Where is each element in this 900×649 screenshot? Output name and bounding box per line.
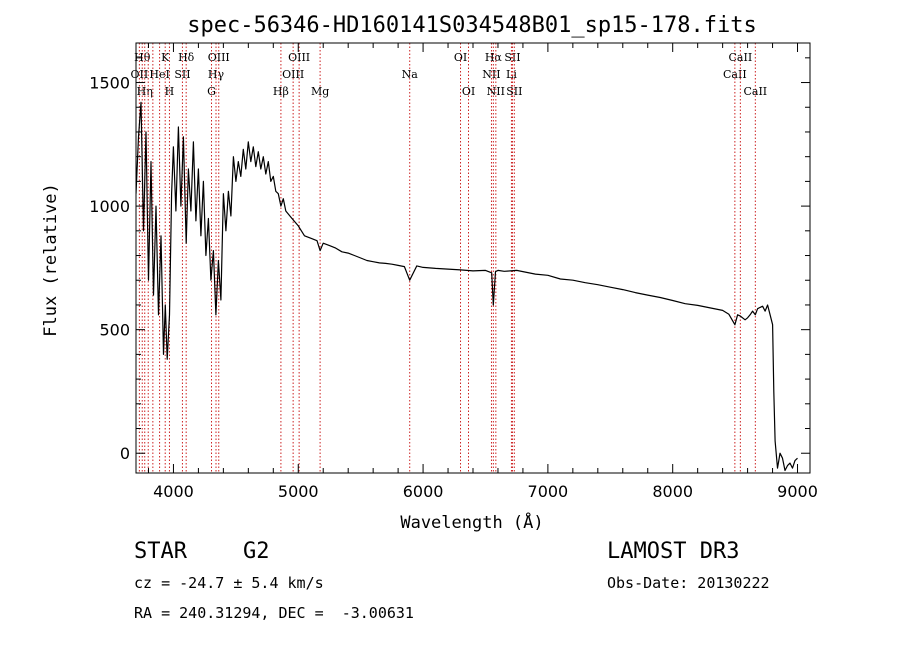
y-tick-label: 500	[99, 321, 130, 340]
x-tick-label: 8000	[652, 482, 693, 501]
survey-name: LAMOST DR3	[607, 539, 740, 564]
x-tick-label: 5000	[278, 482, 319, 501]
marker-label: HeI	[149, 68, 169, 81]
marker-label: Hδ	[178, 51, 195, 64]
axes: 4000 5000 6000 7000 8000 9000 0 500 1000 1500	[89, 42, 818, 501]
marker-label: H	[165, 85, 175, 98]
x-tick-label: 4000	[153, 482, 194, 501]
marker-label: Hα	[485, 51, 503, 64]
marker-label: Mg	[311, 85, 329, 98]
y-axis-label: Flux (relative)	[41, 183, 61, 337]
marker-label: CaII	[743, 85, 767, 98]
marker-label: SII	[506, 85, 522, 98]
y-tick-label: 1000	[89, 197, 130, 216]
y-tick-label: 0	[120, 444, 130, 463]
plot-frame	[135, 42, 811, 474]
y-tick-label: 1500	[89, 74, 130, 93]
x-tick-label: 9000	[777, 482, 818, 501]
marker-label: K	[161, 51, 170, 64]
coordinates: RA = 240.31294, DEC = -3.00631	[134, 604, 414, 622]
marker-label: G	[207, 85, 216, 98]
marker-label: OI	[454, 51, 467, 64]
marker-label: Hβ	[273, 85, 289, 98]
marker-label: SII	[504, 51, 520, 64]
marker-label: NII	[482, 68, 500, 81]
x-axis-label: Wavelength (Å)	[400, 511, 543, 533]
marker-label: CaII	[723, 68, 747, 81]
marker-label: Li	[506, 68, 517, 81]
marker-label: Hη	[137, 85, 153, 98]
marker-label: Na	[402, 68, 419, 81]
observation-date: Obs-Date: 20130222	[607, 574, 770, 592]
marker-label: OIII	[208, 51, 230, 64]
marker-label: Hγ	[208, 68, 225, 81]
marker-label: OI	[462, 85, 475, 98]
object-subclass: G2	[243, 539, 270, 564]
x-tick-label: 7000	[528, 482, 569, 501]
chart-title: spec-56346-HD160141S034548B01_sp15-178.f…	[187, 13, 757, 38]
line-markers: Hθ OII Hη HeI K H Hδ SII Hγ OIII G Hβ OIII OIII Mg Na OI…	[131, 43, 767, 473]
radial-velocity: cz = -24.7 ± 5.4 km/s	[134, 574, 324, 592]
marker-label: OII	[131, 68, 149, 81]
marker-label: CaII	[729, 51, 753, 64]
marker-label: OIII	[288, 51, 310, 64]
marker-label: OIII	[282, 68, 304, 81]
marker-label: NII	[487, 85, 505, 98]
marker-label: SII	[174, 68, 190, 81]
object-class: STAR	[134, 539, 187, 564]
spectrum	[136, 101, 798, 472]
spectrum-line	[136, 101, 798, 472]
x-tick-label: 6000	[403, 482, 444, 501]
marker-label: Hθ	[134, 51, 151, 64]
